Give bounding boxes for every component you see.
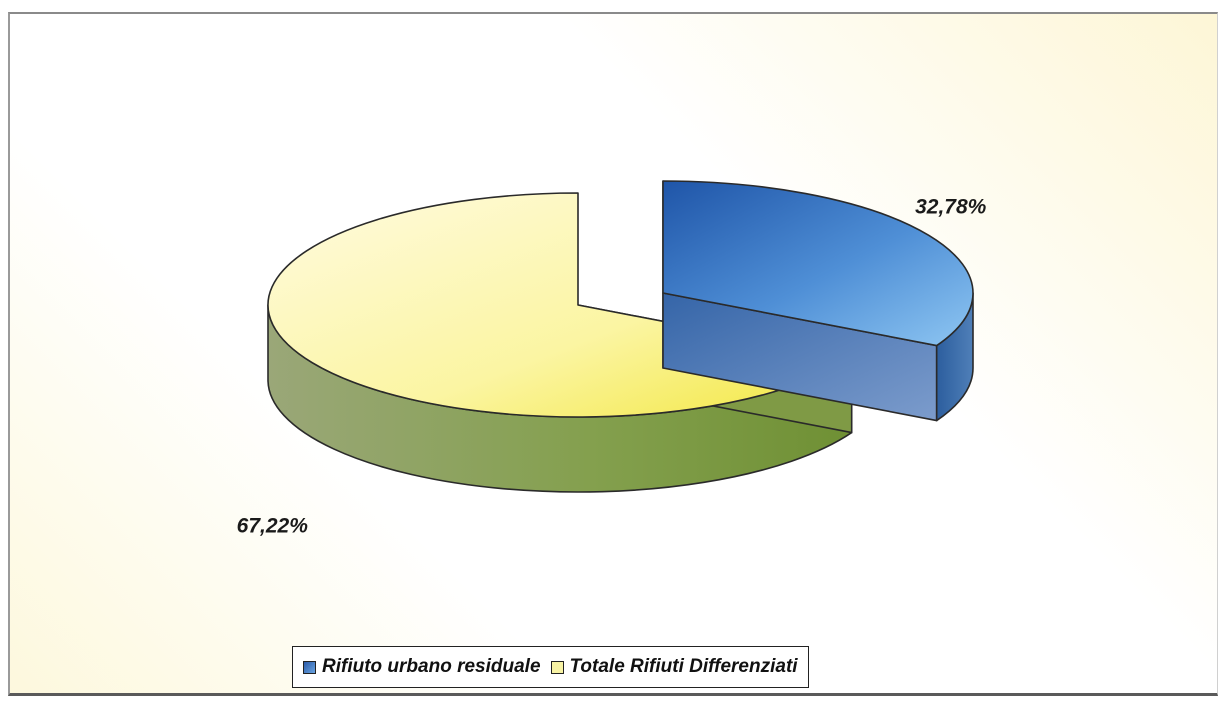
pie-slices	[267, 180, 974, 493]
slice-rifiuto-urbano-residuale	[662, 180, 974, 347]
legend-swatch-blue-icon	[303, 660, 316, 674]
legend: Rifiuto urbano residuale Totale Rifiuti …	[292, 646, 809, 688]
legend-swatch-yellow-icon	[550, 660, 564, 674]
legend-label: Totale Rifiuti Differenziati	[569, 656, 798, 677]
legend-item-rifiuto-urbano-residuale: Rifiuto urbano residuale	[303, 656, 541, 678]
data-label-rifiuto-urbano-residuale: 32,78%	[915, 195, 987, 218]
legend-label: Rifiuto urbano residuale	[322, 656, 541, 677]
data-labels: 32,78% 67,22%	[237, 195, 987, 537]
legend-item-totale-rifiuti-differenziati: Totale Rifiuti Differenziati	[550, 656, 798, 678]
data-label-totale-rifiuti-differenziati: 67,22%	[237, 515, 309, 538]
